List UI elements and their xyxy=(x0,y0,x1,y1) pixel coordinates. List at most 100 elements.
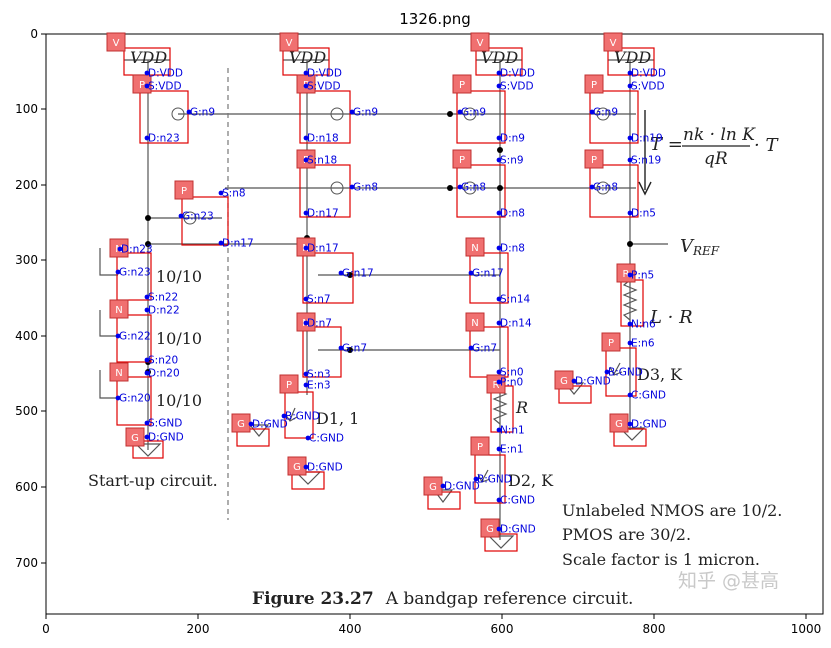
y-axis: 0 100 200 300 400 500 600 700 xyxy=(15,27,46,570)
badge-letter: G xyxy=(560,376,568,387)
node-dot xyxy=(496,427,502,433)
node-label: D:GND xyxy=(307,462,343,474)
note-line: PMOS are 30/2. xyxy=(562,525,691,544)
node-label: D:GND xyxy=(575,376,611,388)
axes-frame xyxy=(45,33,824,615)
node-dot xyxy=(144,370,150,376)
node-dot xyxy=(144,294,150,300)
badge-box xyxy=(279,32,299,52)
badge-letter: P xyxy=(459,155,465,166)
badge-box xyxy=(486,374,506,394)
component-badge: P xyxy=(470,436,490,456)
node-label: D:VDD xyxy=(148,68,183,80)
x-tick-label: 200 xyxy=(187,622,210,636)
node-label: G:n9 xyxy=(190,107,215,119)
node-dot xyxy=(218,190,224,196)
badge-letter: G xyxy=(131,433,139,444)
badge-letter: P xyxy=(608,338,614,349)
badge-box xyxy=(174,180,194,200)
y-tick-label: 600 xyxy=(15,480,38,494)
component-badge: P xyxy=(584,149,604,169)
badge-letter: P xyxy=(477,442,483,453)
node-dot xyxy=(144,357,150,363)
badge-box xyxy=(470,32,490,52)
y-tick-label: 300 xyxy=(15,253,38,267)
node-dot xyxy=(627,321,633,327)
node-label: S:n14 xyxy=(500,294,531,306)
badge-letter: N xyxy=(115,368,122,379)
node-dot xyxy=(144,83,150,89)
badge-box xyxy=(106,32,126,52)
node-dot xyxy=(218,240,224,246)
node-label: D:n9 xyxy=(500,133,525,145)
y-tick-label: 700 xyxy=(15,556,38,570)
vdd-label: VDD xyxy=(289,48,326,67)
node-dot xyxy=(440,483,446,489)
node-dot xyxy=(144,135,150,141)
x-tick-label: 800 xyxy=(643,622,666,636)
node-label: S:GND xyxy=(148,418,182,430)
node-label: E:n6 xyxy=(631,338,655,350)
component-badge: V xyxy=(279,32,299,52)
vdd-label: VDD xyxy=(481,48,518,67)
node-label: S:n22 xyxy=(148,292,178,304)
node-label: S:n9 xyxy=(500,155,524,167)
node-dot xyxy=(627,210,633,216)
node-dot xyxy=(627,135,633,141)
node-dot xyxy=(627,83,633,89)
diode-d3-label: D3, K xyxy=(637,365,683,384)
node-dot xyxy=(117,246,123,252)
node-label: S:n18 xyxy=(307,155,337,167)
node-dot xyxy=(589,184,595,190)
node-dot xyxy=(281,413,287,419)
badge-box xyxy=(584,74,604,94)
node-label: D:n14 xyxy=(500,318,532,330)
badge-letter: R xyxy=(623,269,630,280)
component-badge: P xyxy=(132,74,152,94)
component-badge: P xyxy=(279,374,299,394)
node-dot xyxy=(303,83,309,89)
badge-box xyxy=(125,427,145,447)
node-dot xyxy=(496,526,502,532)
node-label: G:n23 xyxy=(119,267,151,279)
note-line: Unlabeled NMOS are 10/2. xyxy=(562,501,782,520)
node-label: D:GND xyxy=(444,481,480,493)
node-dot xyxy=(627,70,633,76)
node-dot xyxy=(303,464,309,470)
badge-letter: V xyxy=(286,38,293,49)
badge-box xyxy=(452,74,472,94)
node-label: S:VDD xyxy=(307,81,341,93)
badge-box xyxy=(601,332,621,352)
diode-d1-label: D1, 1 xyxy=(316,409,359,428)
component-badge: P xyxy=(174,180,194,200)
badge-box xyxy=(584,149,604,169)
node-dot xyxy=(468,270,474,276)
component-badge: P xyxy=(452,149,472,169)
node-label: N:n1 xyxy=(500,425,525,437)
node-label: D:n23 xyxy=(121,244,153,256)
node-dot xyxy=(349,184,355,190)
node-dot xyxy=(303,245,309,251)
node-label: S:n7 xyxy=(307,294,331,306)
node-label: S:VDD xyxy=(500,81,534,93)
node-label: G:n20 xyxy=(119,393,151,405)
node-label-layer: D:VDDS:VDDG:n9D:n23S:n8G:n23D:n17D:n23G:… xyxy=(115,68,667,536)
node-label: D:n18 xyxy=(307,133,339,145)
node-dot xyxy=(627,340,633,346)
ratio-label: 10/10 xyxy=(156,267,202,286)
node-dot xyxy=(186,109,192,115)
node-label: D:n20 xyxy=(148,368,180,380)
node-label: D:GND xyxy=(500,524,536,536)
node-label: S:VDD xyxy=(631,81,665,93)
component-badge: N xyxy=(109,362,129,382)
node-dot xyxy=(457,109,463,115)
badge-box xyxy=(616,263,636,283)
node-label: C:GND xyxy=(500,495,535,507)
badge-letter: G xyxy=(486,524,494,535)
badge-letter: P xyxy=(286,380,292,391)
node-dot xyxy=(496,369,502,375)
component-badge: G xyxy=(287,456,307,476)
badge-letter: P xyxy=(139,80,145,91)
node-dot xyxy=(473,476,479,482)
badge-letter: R xyxy=(493,380,500,391)
